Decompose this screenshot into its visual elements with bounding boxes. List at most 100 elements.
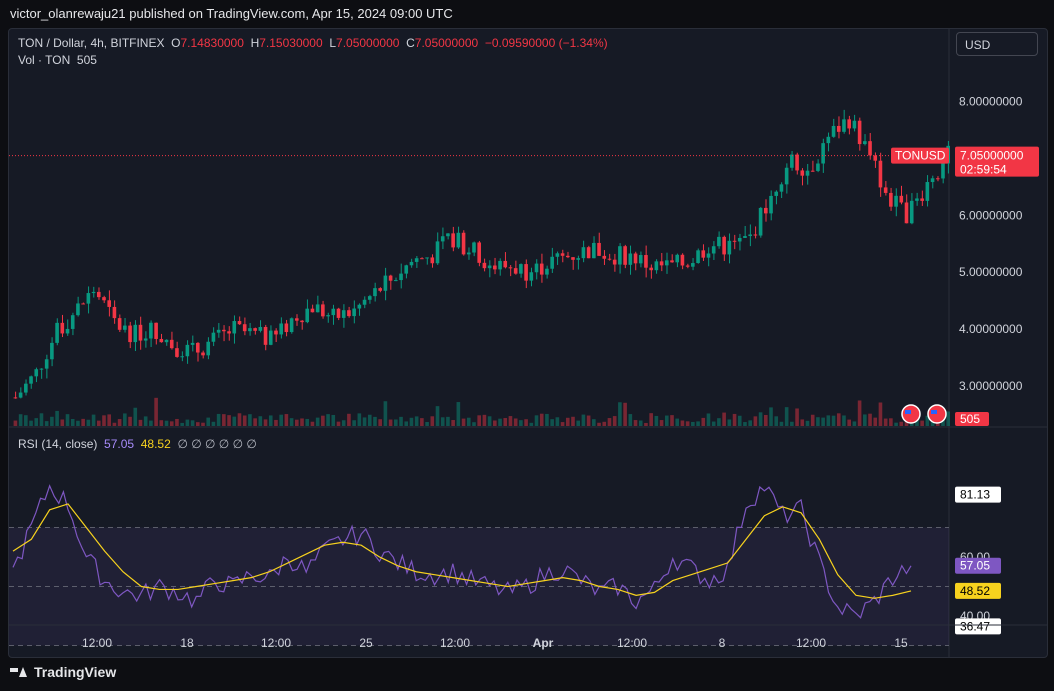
volume-bar xyxy=(774,416,779,426)
candle-body xyxy=(602,255,607,259)
volume-bar xyxy=(831,415,836,426)
volume-bar xyxy=(456,402,461,426)
candle-body xyxy=(420,258,424,260)
currency-button[interactable]: USD xyxy=(956,32,1038,56)
candle-body xyxy=(289,318,294,333)
volume-bar xyxy=(430,416,435,426)
volume-bar xyxy=(607,418,612,426)
volume-bar xyxy=(748,420,752,426)
candle-body xyxy=(915,198,919,201)
candle-body xyxy=(519,264,523,274)
candle-body xyxy=(764,207,768,214)
candle-body xyxy=(696,250,700,264)
time-tick-label: 12:00 xyxy=(261,636,291,650)
candle-body xyxy=(190,342,195,345)
volume-bar xyxy=(362,417,367,426)
volume-label[interactable]: Vol · TON xyxy=(18,53,71,67)
candle-body xyxy=(123,325,127,330)
volume-bar xyxy=(717,418,721,426)
volume-bar xyxy=(696,421,700,426)
volume-bar xyxy=(128,416,132,426)
volume-bar xyxy=(227,415,231,426)
volume-bar xyxy=(670,415,674,426)
volume-bar xyxy=(795,408,799,426)
rsi-empty-values: ∅ ∅ ∅ ∅ ∅ ∅ xyxy=(177,437,257,451)
candle-body xyxy=(628,253,633,265)
volume-bar xyxy=(357,413,362,426)
volume-bar xyxy=(253,418,257,426)
candle-body xyxy=(414,258,419,262)
volume-bar xyxy=(117,419,122,426)
candle-body xyxy=(295,318,299,321)
candle-body xyxy=(701,250,706,258)
candle-body xyxy=(836,125,841,132)
rsi-label[interactable]: RSI (14, close) xyxy=(18,437,98,451)
price-chart-svg[interactable]: TONUSD 7.0500000002:59:548.000000006.0000… xyxy=(9,29,1047,657)
volume-badge-box xyxy=(955,412,989,426)
volume-bar xyxy=(206,417,211,426)
candle-body xyxy=(175,348,179,357)
rsi-low-label-box xyxy=(955,618,1001,635)
volume-bar xyxy=(800,419,805,426)
candle-body xyxy=(409,261,414,266)
candle-body xyxy=(904,202,909,224)
candle-body xyxy=(550,256,554,269)
symbol-title[interactable]: TON / Dollar, 4h, BITFINEX xyxy=(18,36,165,50)
candle-body xyxy=(576,258,581,260)
candle-body xyxy=(638,255,643,264)
volume-bar xyxy=(685,421,690,426)
volume-bar xyxy=(300,418,304,426)
candle-body xyxy=(545,268,549,275)
candle-body xyxy=(826,136,831,144)
candle-body xyxy=(560,253,565,256)
candle-body xyxy=(894,195,898,207)
volume-bar xyxy=(425,422,429,426)
candle-body xyxy=(331,308,336,316)
candle-body xyxy=(336,308,341,318)
volume-bar xyxy=(383,401,388,426)
volume-bar xyxy=(169,421,174,426)
volume-bar xyxy=(654,415,659,426)
volume-bar xyxy=(263,419,268,426)
candle-body xyxy=(769,195,773,214)
volume-bar xyxy=(555,417,560,426)
volume-bar xyxy=(248,414,252,426)
candle-body xyxy=(55,322,59,343)
volume-bar xyxy=(764,414,768,426)
candle-body xyxy=(107,300,112,307)
candle-body xyxy=(169,339,174,349)
candle-body xyxy=(232,321,237,334)
volume-bar xyxy=(826,415,831,426)
volume-badge-label: 505 xyxy=(960,412,980,426)
volume-bar xyxy=(618,402,622,426)
volume-bar xyxy=(373,416,377,426)
rsi-ma-line xyxy=(12,503,912,599)
volume-bar xyxy=(664,415,669,426)
candle-body xyxy=(644,255,648,268)
volume-bar xyxy=(779,421,784,426)
candle-body xyxy=(347,310,351,317)
rsi-current-label: 57.05 xyxy=(960,559,990,573)
volume-bar xyxy=(420,418,424,426)
candle-body xyxy=(279,323,283,335)
volume-bar xyxy=(513,418,518,426)
candle-body xyxy=(180,356,184,358)
volume-bar xyxy=(352,420,356,426)
volume-bar xyxy=(414,416,419,426)
candle-body xyxy=(508,267,513,269)
candle-body xyxy=(237,321,242,325)
volume-bar xyxy=(164,420,169,426)
candle-body xyxy=(565,255,570,258)
volume-bar xyxy=(44,421,49,426)
candle-body xyxy=(451,233,455,248)
candle-body xyxy=(50,342,54,360)
candle-body xyxy=(675,254,680,263)
candle-body xyxy=(790,154,794,168)
chart-frame[interactable]: TONUSD 7.05000000 02:59:54 8.00000000 6.0000… xyxy=(8,28,1048,658)
candle-body xyxy=(326,315,330,317)
candle-body xyxy=(722,236,726,255)
volume-bar xyxy=(91,414,96,426)
candle-body xyxy=(909,200,914,224)
volume-bar xyxy=(597,422,601,426)
rsi-ma-label-box xyxy=(955,582,1001,599)
